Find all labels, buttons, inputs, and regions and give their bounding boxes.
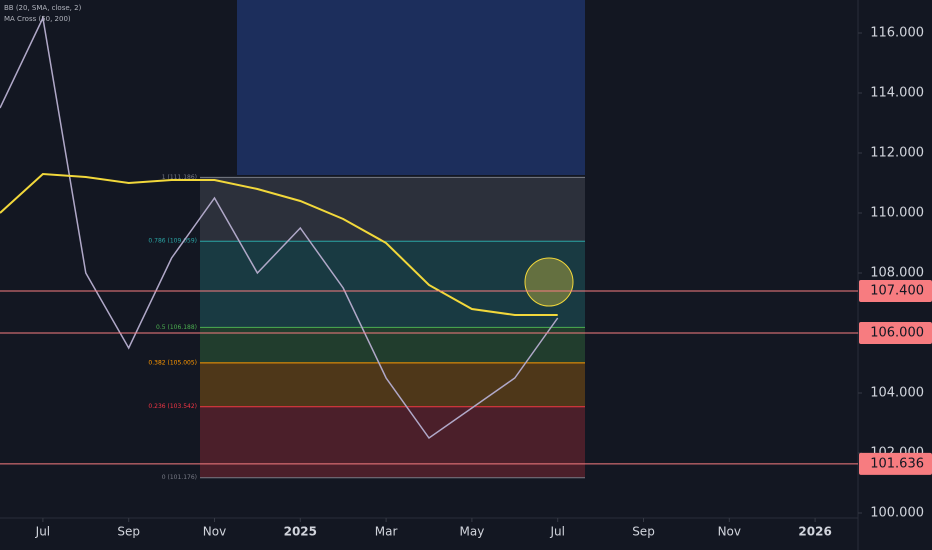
- x-tick-label: May: [459, 525, 484, 539]
- series-line: [0, 172, 558, 316]
- fib-zone: [200, 406, 585, 478]
- y-tick-label: 112.000: [870, 146, 924, 161]
- y-tick-label: 116.000: [870, 26, 924, 41]
- x-tick-label: 2025: [284, 525, 317, 539]
- fib-label: 0 (101.176): [162, 474, 197, 481]
- x-tick-label: 2026: [798, 525, 831, 539]
- fib-zone: [200, 362, 585, 407]
- level-label: 106.000: [870, 326, 924, 341]
- fib-label: 0.382 (105.005): [148, 359, 197, 366]
- highlight-circle: [524, 257, 574, 307]
- series-line: [0, 15, 559, 440]
- level-box: [859, 452, 932, 475]
- level-box: [859, 280, 932, 302]
- fib-label: 0.786 (109.059): [148, 238, 197, 245]
- x-tick-label: Nov: [718, 525, 741, 539]
- indicator: MA Cross (50, 200): [4, 15, 71, 23]
- level-label: 101.636: [870, 456, 924, 471]
- x-tick-label: Jul: [549, 525, 564, 539]
- fib-zone: [200, 241, 585, 328]
- x-tick-label: Nov: [203, 525, 226, 539]
- x-tick-label: Jul: [35, 525, 50, 539]
- indicator: BB (20, SMA, close, 2): [4, 4, 82, 12]
- y-tick-label: 114.000: [870, 86, 924, 101]
- highlight-zone: [237, 0, 585, 175]
- y-tick-label: 104.000: [870, 386, 924, 401]
- fib-label: 0.5 (106.188): [156, 324, 197, 331]
- fib-zone: [200, 177, 585, 242]
- fib-label: 1 (111.186): [162, 174, 197, 181]
- y-tick-label: 100.000: [870, 506, 924, 521]
- y-tick-label: 110.000: [870, 206, 924, 221]
- y-tick-label: 108.000: [870, 266, 924, 281]
- x-tick-label: Sep: [632, 525, 655, 539]
- level-box: [859, 322, 932, 344]
- x-tick-label: Mar: [375, 525, 398, 539]
- x-tick-label: Sep: [117, 525, 140, 539]
- level-label: 107.400: [870, 284, 924, 299]
- fib-label: 0.236 (103.542): [148, 403, 197, 410]
